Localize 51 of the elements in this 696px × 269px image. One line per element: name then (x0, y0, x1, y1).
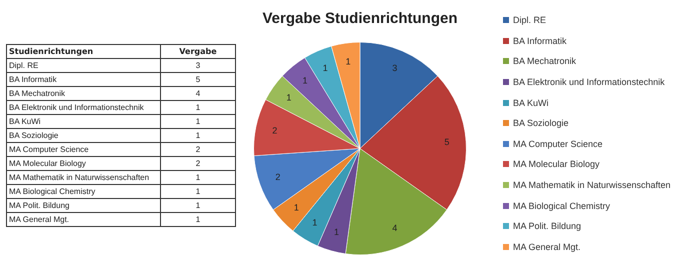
data-label: 5 (444, 137, 450, 148)
category-label: BA KuWi (6, 114, 160, 128)
category-label: MA Molecular Biology (6, 156, 160, 170)
data-label: 1 (334, 226, 339, 237)
legend-label: BA Mechatronik (513, 56, 576, 66)
legend-label: MA Computer Science (513, 138, 603, 149)
text: Vergabe (160, 44, 236, 58)
data-label: 1 (312, 217, 318, 228)
category-label: MA Biological Chemistry (6, 184, 160, 198)
data-label: 4 (392, 222, 398, 233)
data-label: 1 (286, 92, 292, 103)
data-label: 2 (275, 172, 280, 182)
legend-label: BA Elektronik und Informationstechnik (513, 77, 665, 88)
data-label: 1 (160, 198, 236, 212)
data-label: 1 (302, 75, 308, 86)
data-label: 4 (160, 86, 236, 100)
data-label: 1 (160, 128, 236, 142)
data-label: 2 (160, 142, 236, 156)
legend-label: MA Molecular Biology (513, 159, 600, 170)
legend-label: Dipl. RE (513, 15, 546, 26)
category-label: BA Informatik (6, 72, 160, 86)
legend-label: BA Soziologie (513, 118, 569, 128)
data-label: 1 (160, 184, 236, 198)
category-label: MA Computer Science (6, 142, 160, 156)
legend-label: MA General Mgt. (513, 242, 581, 252)
chart-title: Vergabe Studienrichtungen (262, 10, 458, 28)
data-label: 1 (160, 170, 236, 184)
data-label: 1 (160, 100, 236, 114)
category-label: MA General Mgt. (6, 212, 160, 226)
category-label: BA Elektronik und Informationstechnik (6, 100, 160, 114)
category-label: BA Soziologie (6, 128, 160, 142)
data-label: 3 (392, 63, 398, 74)
category-label: BA Mechatronik (6, 86, 160, 100)
text: Studienrichtungen (6, 44, 160, 58)
legend-label: MA Biological Chemistry (513, 200, 610, 211)
category-label: Dipl. RE (6, 58, 160, 72)
data-label: 1 (160, 212, 236, 226)
legend-label: BA KuWi (513, 98, 549, 108)
category-label: MA Mathematik in Naturwissenschaften (6, 170, 160, 184)
legend-label: MA Mathematik in Naturwissenschaften (513, 180, 671, 190)
data-label: 3 (160, 58, 236, 72)
data-label: 1 (346, 56, 351, 67)
category-label: MA Polit. Bildung (6, 198, 160, 212)
legend-label: MA Polit. Bildung (513, 221, 582, 232)
data-label: 1 (294, 202, 299, 212)
data-label: 1 (322, 63, 328, 74)
legend-label: BA Informatik (513, 36, 567, 46)
data-label: 2 (272, 125, 278, 136)
data-label: 2 (160, 156, 236, 170)
data-label: 5 (160, 72, 236, 86)
data-label: 1 (160, 114, 236, 128)
